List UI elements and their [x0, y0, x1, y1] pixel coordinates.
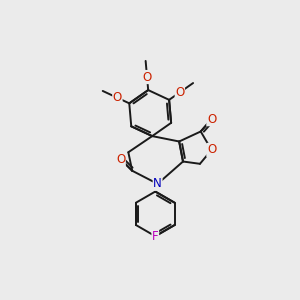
Text: F: F — [152, 230, 159, 243]
Text: O: O — [175, 86, 184, 99]
Text: O: O — [116, 153, 125, 166]
Text: O: O — [207, 113, 216, 126]
Text: O: O — [207, 143, 216, 157]
Text: N: N — [153, 177, 162, 190]
Text: O: O — [113, 91, 122, 104]
Text: O: O — [142, 70, 152, 83]
